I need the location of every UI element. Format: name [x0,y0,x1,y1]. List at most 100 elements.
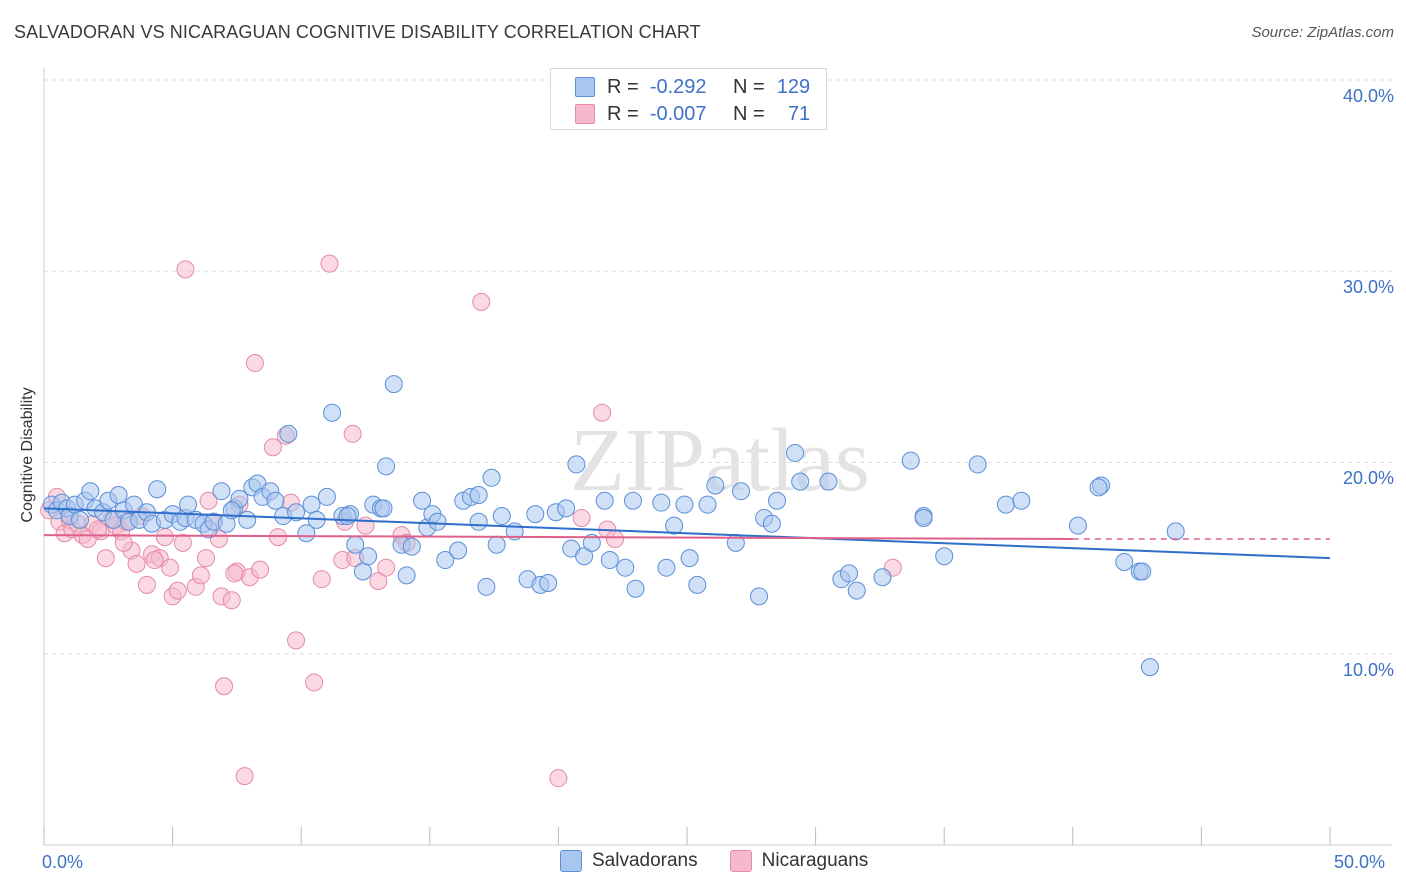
nicaraguan-point-61 [605,530,624,548]
salvadoran-point-68 [469,512,488,531]
salvadoran-point-86 [600,551,619,570]
salvadoran-point-51 [353,562,372,581]
salvadoran-point-119 [1115,552,1134,571]
nicaraguan-swatch [575,104,595,124]
salvadoran-point-95 [688,575,707,594]
n-label: N = [732,102,765,125]
salvadoran-point-87 [616,558,635,577]
salvadoran-point-99 [732,482,751,501]
x-tick-label-min: 0.0% [42,852,84,872]
salvadoran-point-121 [1166,522,1185,541]
watermark: ZIPatlas [570,411,870,510]
legend-row-nicaraguans: R = -0.007 N = 71 [575,101,810,127]
nicaraguan-trend-line [43,534,1073,540]
salvadoran-point-63 [428,512,447,531]
nicaraguan-point-37 [235,767,254,786]
grid-lines [44,79,1392,655]
nicaraguan-point-26 [176,260,195,279]
nicaraguan-point-25 [173,533,192,552]
correlation-legend: R = -0.292 N = 129 R = -0.007 N = 71 [550,68,827,130]
r-value: -0.007 [649,102,707,125]
nicaraguan-point-52 [369,572,388,591]
salvadoran-point-106 [819,472,838,491]
salvadoran-point-92 [665,516,684,535]
salvadoran-point-117 [1068,516,1087,535]
nicaraguan-point-53 [377,558,396,577]
salvadoran-point-100 [750,587,769,606]
r-value: -0.292 [649,75,707,98]
salvadoran-point-110 [873,568,892,587]
salvadoran-point-122 [1133,562,1152,581]
salvadoran-point-108 [840,564,859,583]
nicaraguan-point-29 [197,549,216,568]
salvadoran-point-80 [557,499,576,518]
salvadoran-point-39 [266,491,285,510]
nicaraguan-point-39 [245,354,264,373]
chart-title: SALVADORAN VS NICARAGUAN COGNITIVE DISAB… [14,22,701,42]
salvadoran-point-73 [492,507,511,526]
nicaraguan-point-64 [114,533,133,552]
salvadoran-trend-line [43,507,1331,560]
salvadoran-point-43 [297,524,316,543]
salvadoran-point-55 [377,457,396,476]
r-label: R = [607,75,639,98]
nicaraguan-point-47 [320,254,339,273]
salvadoran-point-85 [595,491,614,510]
legend-item-nicaraguans: Nicaraguans [729,850,869,872]
legend-item-salvadorans: Salvadorans [560,850,698,872]
salvadoran-legend-swatch [560,850,582,872]
salvadoran-point-115 [996,495,1015,514]
legend-row-salvadorans: R = -0.292 N = 129 [575,74,810,100]
salvadoran-point-104 [786,443,805,462]
series-legend: Salvadorans Nicaraguans [560,850,900,872]
nicaraguan-point-56 [472,292,491,311]
nicaraguan-point-63 [89,520,108,539]
y-tick-label-30: 30.0% [1342,277,1394,297]
salvadoran-point-82 [567,455,586,474]
salvadoran-point-59 [402,537,421,556]
nicaraguan-point-28 [191,566,210,585]
salvadoran-point-6 [71,510,90,529]
nicaraguan-point-10 [96,549,115,568]
y-tick-label-10: 10.0% [1342,660,1394,680]
nicaraguan-point-46 [312,570,331,589]
salvadoran-point-116 [1012,491,1031,510]
salvadoran-point-47 [323,403,342,422]
salvadoran-point-69 [469,486,488,505]
nicaraguan-point-45 [305,673,324,692]
source-label: Source: ZipAtlas.com [1251,24,1394,41]
x-tick-label-max: 50.0% [1334,852,1386,872]
salvadoran-point-71 [482,468,501,487]
salvadoran-point-46 [317,487,336,506]
salvadoran-point-103 [768,491,787,510]
nicaraguan-point-34 [222,591,241,610]
salvadoran-point-96 [698,495,717,514]
salvadoran-point-13 [109,486,128,505]
salvadoran-point-70 [477,577,496,596]
nicaraguan-point-41 [263,438,282,457]
nicaraguan-point-65 [145,551,164,570]
nicaraguan-point-67 [269,528,288,547]
salvadoran-point-83 [575,547,594,566]
salvadoran-point-42 [287,503,306,522]
salvadoran-point-113 [935,547,954,566]
salvadoran-point-93 [675,495,694,514]
watermark-text: ZIPatlas [570,411,870,510]
nicaraguan-point-57 [549,769,568,788]
nicaraguan-point-24 [168,581,187,600]
nicaraguan-point-58 [572,508,591,527]
salvadoran-point-125 [1089,478,1108,497]
nicaraguan-point-16 [127,554,146,573]
salvadoran-point-25 [179,495,198,514]
nicaraguan-point-22 [161,558,180,577]
nicaraguan-legend-swatch [729,850,752,872]
n-label: N = [732,75,765,98]
nicaraguan-point-69 [225,564,244,583]
salvadoran-point-84 [582,533,601,552]
trend-lines [43,507,1331,560]
salvadoran-point-105 [791,472,810,491]
salvadoran-point-34 [238,510,257,529]
legend-label-nicaraguans: Nicaraguans [761,850,869,871]
salvadoran-point-90 [652,493,671,512]
